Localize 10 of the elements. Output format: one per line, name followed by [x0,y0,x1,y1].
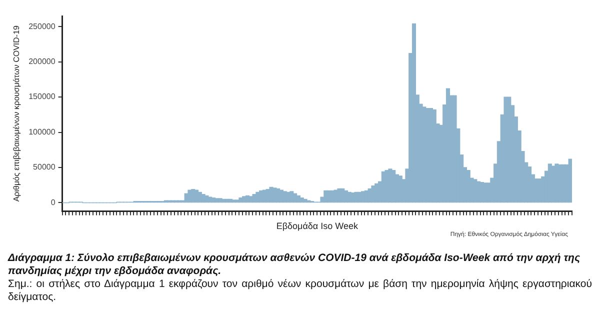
y-tick-label: 150000 [28,92,56,102]
text: Σημ.: οι στήλες στο Διάγραμμα 1 εκφράζουν τον αριθμό νέων κρουσμάτων με βάση την ημερομηνία λήψης εργαστηριακού δείγματος. [8,278,592,304]
y-tick-label: 100000 [28,127,56,136]
y-tick-label: 50000 [33,162,56,172]
y-tick-label: 200000 [28,57,56,66]
x-axis-title: Εβδομάδα Iso Week [276,221,358,232]
y-axis-title: Αριθμός επιβεβαιωμένων κρουσμάτων COVID-19 [12,24,22,202]
y-tick-label: 0 [50,198,56,207]
text: Διάγραμμα 1: Σύνολο επιβεβαιωμένων κρουσμάτων ασθενών COVID-19 ανά εβδομάδα Iso-Week από την αρχή της πανδημίας μέχρι την εβδομάδα αναφοράς. [8,252,582,278]
y-tick-label: 250000 [28,22,56,31]
